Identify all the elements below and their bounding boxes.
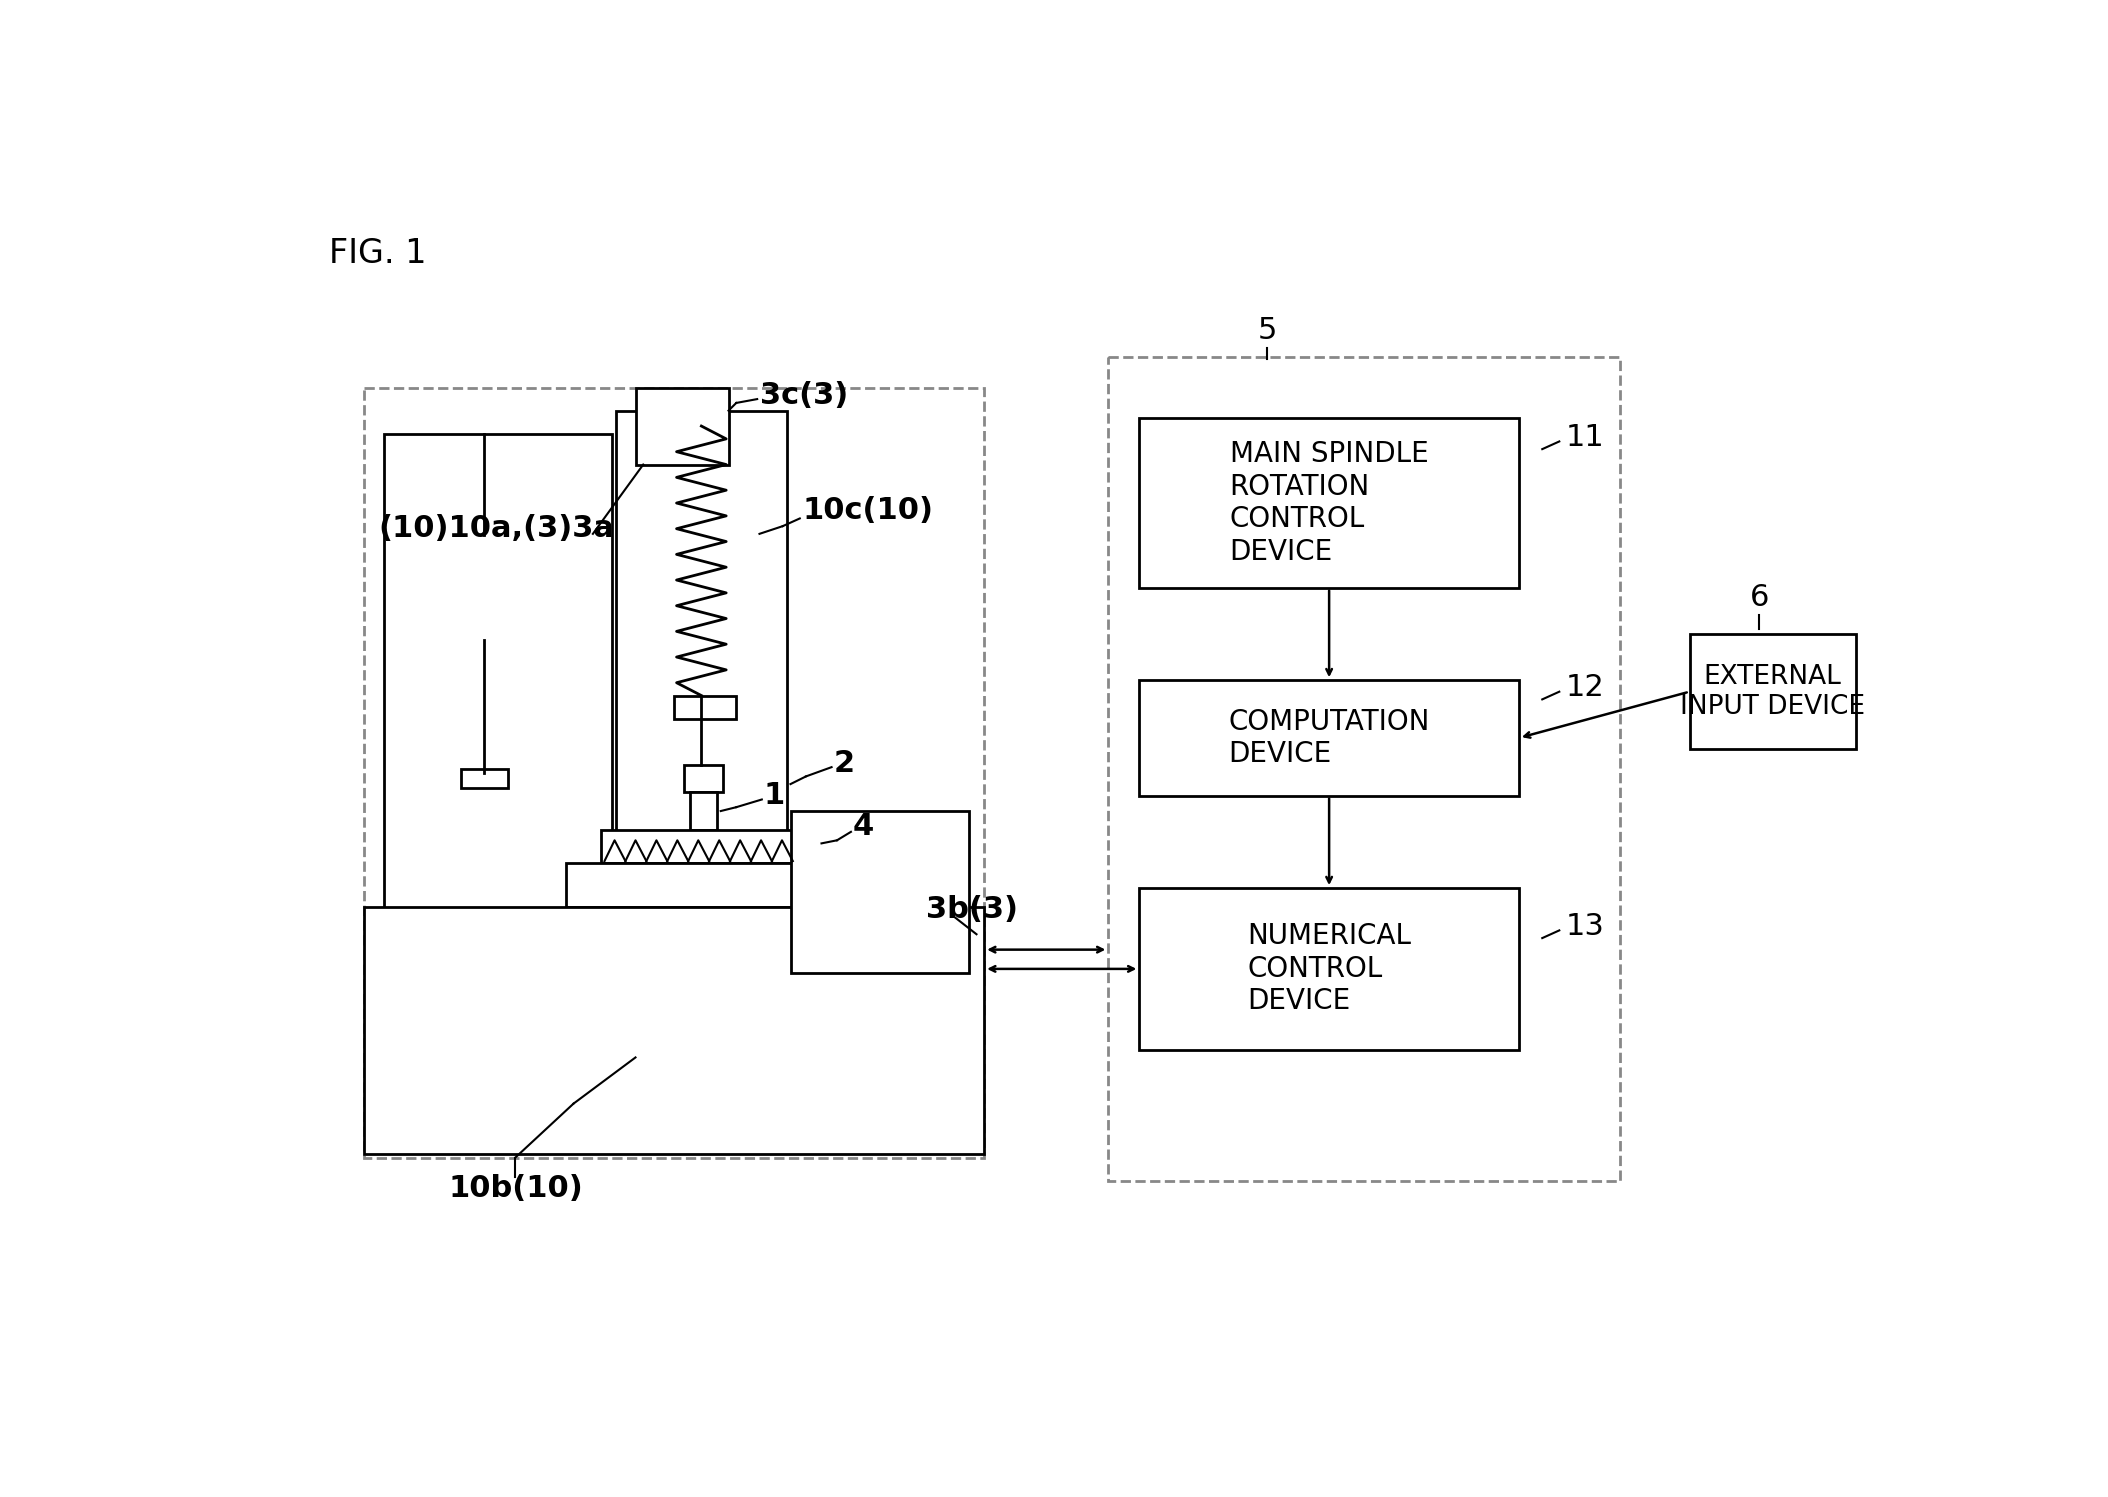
Bar (462, 768, 508, 787)
Bar (685, 765, 723, 792)
Text: 5: 5 (1258, 316, 1277, 346)
Bar (565, 862, 864, 907)
Bar (601, 831, 833, 862)
Text: 10b(10): 10b(10) (449, 1174, 582, 1204)
Text: FIG. 1: FIG. 1 (329, 238, 428, 271)
Text: NUMERICAL
CONTROL
DEVICE: NUMERICAL CONTROL DEVICE (1248, 922, 1410, 1015)
Bar (675, 696, 736, 719)
Text: 4: 4 (852, 811, 873, 841)
Bar (616, 410, 786, 873)
Text: COMPUTATION
DEVICE: COMPUTATION DEVICE (1229, 708, 1429, 768)
Bar (384, 434, 611, 988)
Text: 12: 12 (1566, 674, 1604, 702)
Bar (689, 792, 717, 831)
Bar (1689, 633, 1857, 750)
Bar (1138, 418, 1520, 588)
Text: 6: 6 (1750, 584, 1769, 612)
Text: 2: 2 (833, 748, 854, 778)
Text: MAIN SPINDLE
ROTATION
CONTROL
DEVICE: MAIN SPINDLE ROTATION CONTROL DEVICE (1229, 440, 1429, 566)
Bar (365, 388, 984, 1157)
Bar (1138, 888, 1520, 1049)
Bar (790, 811, 970, 973)
Text: 3c(3): 3c(3) (759, 380, 847, 410)
Text: 11: 11 (1566, 424, 1604, 452)
Text: 3b(3): 3b(3) (925, 895, 1018, 924)
Text: 10c(10): 10c(10) (803, 496, 934, 525)
Bar (365, 907, 984, 1154)
Text: 1: 1 (763, 781, 784, 810)
Text: 13: 13 (1566, 912, 1604, 942)
Text: EXTERNAL
INPUT DEVICE: EXTERNAL INPUT DEVICE (1680, 663, 1866, 720)
Bar (635, 388, 729, 464)
Bar (1109, 356, 1619, 1181)
Text: (10)10a,(3)3a: (10)10a,(3)3a (377, 513, 613, 543)
Bar (1138, 680, 1520, 795)
